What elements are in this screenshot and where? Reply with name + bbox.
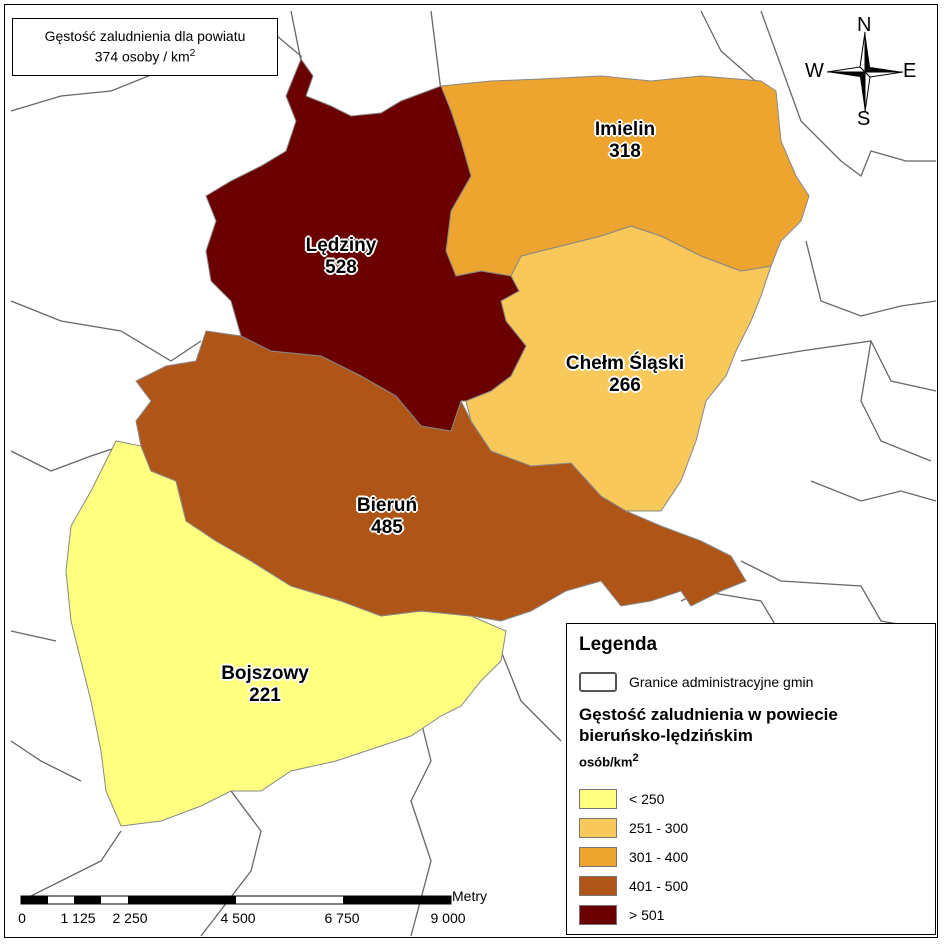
legend-swatch (579, 847, 617, 867)
compass-s: S (857, 108, 871, 130)
scale-bar-graphic (20, 895, 452, 905)
region-ledziny (205, 57, 527, 432)
region-name: Bieruń (356, 495, 418, 516)
region-name: Chełm Śląski (565, 353, 685, 374)
north-arrow: N S W E (800, 12, 930, 132)
label-bojszowy: Bojszowy 221 (205, 663, 325, 707)
map-frame: Lędziny 528 Imielin 318 Chełm Śląski 266… (4, 4, 938, 938)
density-title-line2: bieruńsko-lędzińskim (579, 726, 753, 745)
density-title: Gęstość zaludnienia w powiecie bieruńsko… (579, 704, 919, 746)
legend-class-label: < 250 (629, 791, 665, 807)
region-name: Bojszowy (221, 663, 309, 684)
legend-class-label: > 501 (629, 907, 665, 923)
label-bierun: Bieruń 485 (337, 495, 437, 539)
region-density: 485 (371, 517, 403, 538)
region-density: 318 (609, 141, 641, 162)
scale-bar: Metry 0 1 125 2 250 4 500 6 750 9 000 (18, 888, 500, 934)
scale-tick: 6 750 (324, 910, 360, 926)
title-superscript: 2 (189, 48, 196, 59)
density-unit: osób/km2 (579, 752, 639, 769)
legend-title: Legenda (579, 634, 658, 655)
label-imielin: Imielin 318 (575, 119, 675, 163)
scale-tick: 1 125 (60, 910, 96, 926)
scale-unit: Metry (452, 888, 487, 904)
scale-tick: 9 000 (430, 910, 466, 926)
region-density: 528 (325, 257, 357, 278)
compass-rose-icon (826, 31, 904, 113)
title-line1: Gęstość zaludnienia dla powiatu (44, 28, 246, 44)
region-density: 266 (609, 375, 641, 396)
compass-w: W (805, 60, 824, 82)
region-name: Lędziny (305, 235, 377, 256)
compass-n: N (857, 14, 872, 36)
unit-text: osób/km (579, 754, 633, 770)
region-density: 221 (249, 685, 281, 706)
label-ledziny: Lędziny 528 (291, 235, 391, 279)
legend-swatch (579, 876, 617, 896)
scale-tick: 2 250 (112, 910, 148, 926)
legend: Legenda Granice administracyjne gmin Gęs… (566, 623, 936, 935)
label-chelm-slaski: Chełm Śląski 266 (550, 353, 700, 397)
legend-swatch (579, 818, 617, 838)
compass-e: E (903, 60, 917, 82)
legend-swatch (579, 789, 617, 809)
density-title-line1: Gęstość zaludnienia w powiecie (579, 705, 838, 724)
region-name: Imielin (594, 119, 656, 140)
unit-superscript: 2 (632, 752, 639, 764)
title-line2: 374 osoby / km2 (13, 45, 277, 66)
legend-class-label: 301 - 400 (629, 849, 689, 865)
region-bierun (135, 330, 747, 622)
legend-class-label: 251 - 300 (629, 820, 689, 836)
title-box: Gęstość zaludnienia dla powiatu 374 osob… (12, 18, 278, 76)
scale-tick: 0 (18, 910, 26, 926)
boundary-swatch (579, 672, 617, 692)
boundary-label: Granice administracyjne gmin (629, 674, 814, 690)
scale-tick: 4 500 (220, 910, 256, 926)
legend-class-label: 401 - 500 (629, 878, 689, 894)
map-canvas (10, 10, 937, 937)
legend-swatch (579, 905, 617, 925)
title-value: 374 osoby / km (94, 48, 190, 65)
